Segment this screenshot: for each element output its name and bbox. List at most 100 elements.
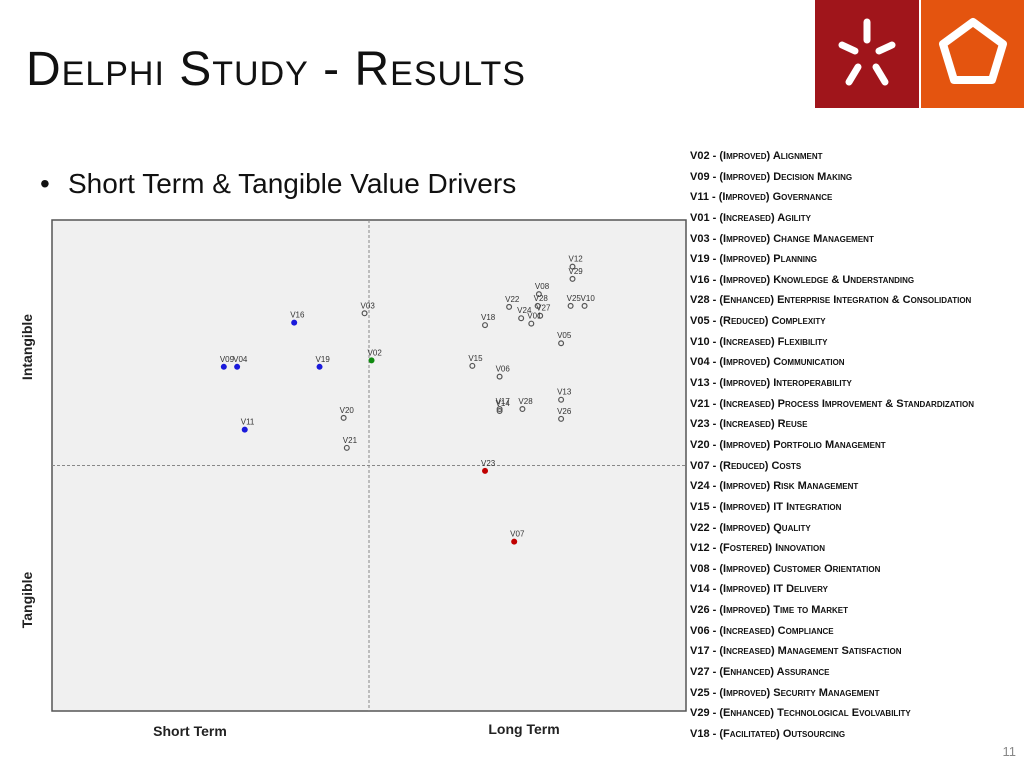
legend-item: V20 - (Improved) Portfolio Management — [690, 438, 886, 451]
legend-item: V22 - (Improved) Quality — [690, 521, 811, 534]
x-axis-label-long-term: Long Term — [488, 721, 559, 737]
data-point-label: V08 — [535, 282, 550, 291]
data-point-label: V13 — [557, 388, 572, 397]
legend-item: V25 - (Improved) Security Management — [690, 686, 880, 699]
legend-item: V13 - (Improved) Interoperability — [690, 377, 852, 390]
data-point-v05 — [558, 340, 565, 347]
data-point-label: V17 — [496, 397, 511, 406]
data-point-v02 — [368, 357, 375, 364]
data-point-v09 — [220, 363, 227, 370]
data-point-v03 — [361, 310, 368, 317]
legend-item: V28 - (Enhanced) Enterprise Integration … — [690, 294, 972, 307]
legend-item: V21 - (Increased) Process Improvement & … — [690, 397, 975, 410]
y-axis-label-tangible: Tangible — [19, 572, 35, 629]
legend-item: V09 - (Improved) Decision Making — [690, 170, 853, 183]
data-point-label: V28 — [534, 294, 549, 303]
slide-title: Delphi Study - Results — [26, 43, 526, 96]
data-point-v28 — [519, 406, 526, 413]
bullet-dot: • — [40, 168, 50, 199]
legend-item: V05 - (Reduced) Complexity — [690, 315, 826, 328]
data-point-label: V16 — [290, 311, 305, 320]
data-point-label: V19 — [316, 355, 331, 364]
data-point-label: V11 — [241, 418, 255, 427]
data-point-v15 — [469, 362, 476, 369]
data-point-v06 — [496, 373, 503, 380]
legend-item: V11 - (Improved) Governance — [690, 191, 833, 204]
data-point-v23 — [482, 467, 489, 474]
data-point-v25 — [567, 302, 574, 309]
data-point-v18 — [482, 322, 489, 329]
legend-item: V06 - (Increased) Compliance — [690, 624, 834, 637]
scatter-chart: Short Term Long Term Intangible Tangible V1… — [19, 219, 687, 739]
data-point-label: V03 — [361, 301, 376, 310]
school-logo — [921, 0, 1024, 108]
bullet-point: • Short Term & Tangible Value Drivers — [40, 168, 516, 200]
data-point-v20 — [340, 414, 347, 421]
legend-item: V18 - (Facilitated) Outsourcing — [690, 727, 846, 740]
legend-item: V03 - (Improved) Change Management — [690, 232, 874, 245]
legend-item: V02 - (Improved) Alignment — [690, 150, 823, 162]
legend-item: V19 - (Improved) Planning — [690, 253, 818, 266]
legend-item: V23 - (Increased) Reuse — [690, 418, 808, 431]
data-point-label: V09 — [220, 355, 235, 364]
data-point-label: V28 — [518, 397, 533, 406]
data-point-label: V15 — [468, 354, 483, 363]
legend-item: V26 - (Improved) Time to Market — [690, 604, 848, 617]
legend-item: V27 - (Enhanced) Assurance — [690, 666, 830, 679]
data-point-label: V05 — [557, 331, 572, 340]
data-point-v07 — [511, 538, 518, 545]
data-point-label: V14 — [496, 399, 511, 408]
data-point-label: V10 — [581, 294, 596, 303]
data-point-label: V12 — [569, 255, 584, 264]
data-point-label: V22 — [505, 295, 520, 304]
data-point-v11 — [241, 426, 248, 433]
data-point-label: V02 — [368, 348, 383, 357]
legend-item: V24 - (Improved) Risk Management — [690, 480, 859, 493]
legend-item: V12 - (Fostered) Innovation — [690, 542, 825, 555]
y-axis-label-intangible: Intangible — [19, 314, 35, 380]
data-point-v21 — [343, 444, 350, 451]
university-star-icon — [838, 18, 896, 86]
legend-item: V04 - (Improved) Communication — [690, 356, 845, 369]
legend-item: V07 - (Reduced) Costs — [690, 459, 802, 472]
data-point-label: V06 — [496, 365, 511, 374]
data-point-v26 — [558, 415, 565, 422]
data-point-v19 — [316, 363, 323, 370]
data-point-label: V23 — [481, 459, 496, 468]
data-point-v16 — [291, 319, 298, 326]
data-point-label: V24 — [517, 306, 532, 315]
data-point-v01 — [528, 320, 535, 327]
data-point-v27 — [537, 312, 544, 319]
legend-item: V15 - (Improved) IT Integration — [690, 500, 842, 513]
legend-item: V01 - (Increased) Agility — [690, 211, 811, 224]
data-point-v08 — [535, 291, 542, 298]
data-point-label: V20 — [340, 406, 355, 415]
data-point-label: V04 — [233, 355, 248, 364]
data-point-label: V26 — [557, 407, 572, 416]
data-point-v13 — [558, 396, 565, 403]
data-point-label: V25 — [567, 294, 582, 303]
value-driver-legend: V02 - (Improved) Alignment V09 - (Improve… — [690, 146, 1024, 745]
data-point-v04 — [234, 363, 241, 370]
legend-item: V29 - (Enhanced) Technological Evolvabil… — [690, 707, 911, 720]
data-point-v12 — [569, 263, 576, 270]
data-point-label: V18 — [481, 313, 496, 322]
data-point-v22 — [506, 303, 513, 310]
pentagon-icon — [939, 18, 1007, 84]
data-point-label: V29 — [569, 267, 584, 276]
legend-item: V10 - (Increased) Flexibility — [690, 335, 828, 348]
legend-item: V14 - (Improved) IT Delivery — [690, 583, 828, 596]
university-logo — [815, 0, 919, 108]
data-point-v29 — [569, 275, 576, 282]
legend-item: V08 - (Improved) Customer Orientation — [690, 562, 881, 575]
legend-item: V17 - (Increased) Management Satisfactio… — [690, 645, 902, 658]
bullet-text: Short Term & Tangible Value Drivers — [68, 168, 517, 199]
data-point-v10 — [581, 302, 588, 309]
page-number: 11 — [1002, 744, 1017, 759]
data-point-v17 — [496, 406, 503, 413]
x-axis-label-short-term: Short Term — [153, 723, 227, 739]
data-point-v14 — [496, 407, 503, 414]
data-point-label: V21 — [343, 436, 358, 445]
data-point-label: V07 — [510, 530, 525, 539]
data-point-v28 — [534, 302, 541, 309]
